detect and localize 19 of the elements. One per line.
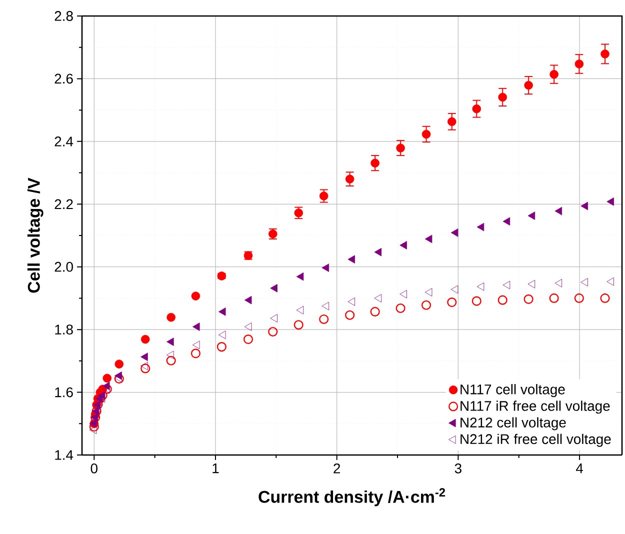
y-tick-label: 1.4	[55, 450, 74, 460]
y-tick-label: 2.0	[54, 262, 73, 272]
y-tick-label: 2.2	[54, 199, 73, 210]
x-tick-label: 1	[212, 464, 219, 474]
legend-label: N212 cell voltage	[460, 417, 566, 430]
y-tick-label: 1.8	[55, 324, 73, 335]
x-tick-label: 4	[576, 464, 583, 474]
y-axis-title: Cell voltage /V	[27, 178, 44, 293]
legend-label: N117 cell voltage	[460, 384, 565, 398]
y-tick-label: 1.6	[55, 387, 73, 398]
legend-label: N212 iR free cell voltage	[460, 434, 611, 447]
y-tick-label: 2.6	[54, 74, 73, 84]
x-tick-label: 2	[334, 463, 340, 474]
x-tick-label: 0	[90, 463, 98, 474]
y-tick-label: 2.8	[54, 11, 73, 21]
legend-label: N117 iR free cell voltage	[460, 400, 610, 414]
x-tick-label: 3	[454, 463, 462, 474]
x-axis-title: Current density /A·cm$^{-2}$	[258, 488, 446, 506]
y-tick-label: 2.4	[54, 136, 74, 146]
